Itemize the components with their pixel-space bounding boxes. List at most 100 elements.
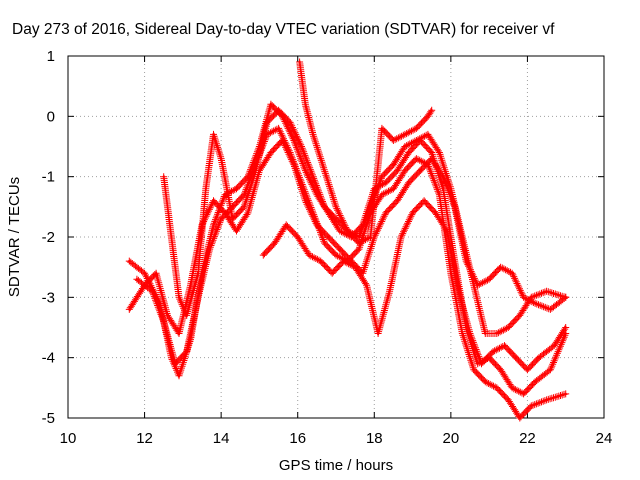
data-point [319,259,322,263]
data-point [384,181,387,184]
data-point [197,296,200,299]
y-tick-label: -5 [42,410,55,427]
data-point [449,187,453,190]
data-point [388,290,391,293]
data-point [128,259,131,263]
data-point [415,127,418,130]
data-point [399,235,403,239]
y-tick-label: -3 [42,289,55,306]
data-point [564,326,567,329]
data-point [353,266,357,269]
data-point [438,193,441,196]
data-point [545,398,548,402]
data-point [468,332,472,335]
data-point [533,302,537,305]
data-point [415,139,418,142]
data-point [457,290,460,293]
data-point [296,235,299,239]
data-point [495,332,498,335]
data-point [438,151,441,154]
data-point [242,205,246,208]
data-point [223,211,227,215]
data-point [376,332,380,335]
data-point [522,392,525,396]
data-point [235,229,238,233]
data-point [304,103,307,106]
data-point [503,344,506,347]
data-point [380,193,384,196]
data-point [269,103,273,106]
data-point [426,115,430,118]
data-point [415,157,418,160]
data-point [128,308,131,311]
data-point [185,350,188,353]
data-point [476,284,479,287]
data-point [484,380,487,383]
y-tick-label: -4 [42,350,55,367]
data-point [480,362,483,365]
data-point [277,109,280,112]
data-point [177,296,181,299]
data-point [537,356,541,359]
data-point [564,392,567,396]
data-point [449,272,453,275]
data-point [311,133,315,136]
x-tick-label: 18 [366,430,383,447]
x-tick-label: 12 [136,430,153,447]
data-point [185,314,188,317]
data-point [434,211,437,215]
data-point [334,253,338,257]
series-track-6 [296,58,436,247]
data-point [380,127,384,130]
data-point [422,199,426,202]
data-point [334,217,338,221]
data-point [419,169,422,172]
x-tick-label: 22 [519,430,536,447]
data-point [292,163,296,166]
data-point [327,181,330,184]
data-point [530,404,533,408]
data-point [514,356,518,359]
data-point [235,187,238,190]
data-point [288,121,292,124]
data-point [292,139,296,142]
data-point [197,272,200,275]
data-point [403,169,407,172]
y-tick-label: -2 [42,229,55,246]
data-point [143,284,146,287]
data-point [323,205,326,208]
y-tick-label: -1 [42,169,55,186]
data-point [487,278,491,281]
data-point [219,217,223,221]
y-tick-label: 0 [47,108,55,125]
data-point [392,163,395,166]
data-point [373,235,376,239]
data-point [135,278,139,281]
data-point [530,296,533,299]
data-point [510,272,514,275]
data-point [265,121,269,124]
data-point [442,187,445,190]
data-point [518,416,521,420]
data-point [258,169,261,172]
data-point [273,241,276,245]
data-point [484,332,487,335]
data-point [365,284,368,287]
data-point [549,308,552,311]
data-point [281,139,284,142]
data-point [304,169,307,172]
data-point [327,235,330,239]
data-point [166,314,169,317]
data-point [311,175,315,178]
data-point [357,241,361,245]
data-point [277,127,280,130]
data-point [499,266,502,269]
data-point [545,290,548,293]
data-point [143,272,146,275]
data-point [208,247,211,251]
data-point [430,157,433,160]
data-point [304,199,307,202]
data-point [308,253,311,257]
